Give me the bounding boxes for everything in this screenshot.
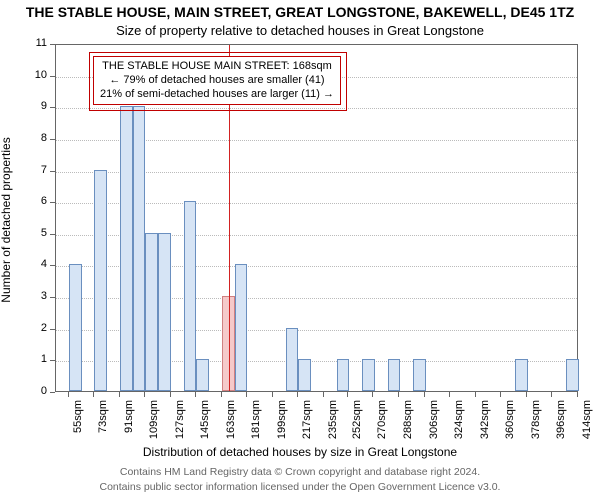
x-tick xyxy=(551,392,552,397)
y-tick xyxy=(50,44,55,45)
x-tick xyxy=(93,392,94,397)
y-tick-label: 7 xyxy=(27,164,47,176)
x-tick-label: 127sqm xyxy=(174,400,186,444)
footer-line-1: Contains HM Land Registry data © Crown c… xyxy=(0,466,600,478)
x-tick-label: 145sqm xyxy=(199,400,211,444)
histogram-bar xyxy=(298,359,311,391)
x-tick xyxy=(449,392,450,397)
histogram-bar xyxy=(235,264,248,391)
x-tick xyxy=(272,392,273,397)
x-tick xyxy=(297,392,298,397)
y-tick-label: 9 xyxy=(27,100,47,112)
x-tick-label: 73sqm xyxy=(97,400,109,444)
y-tick xyxy=(50,360,55,361)
sub-title: Size of property relative to detached ho… xyxy=(0,23,600,38)
x-tick-label: 360sqm xyxy=(504,400,516,444)
x-tick-label: 288sqm xyxy=(402,400,414,444)
histogram-bar xyxy=(145,233,158,391)
histogram-bar xyxy=(133,106,146,391)
x-tick xyxy=(195,392,196,397)
histogram-bar xyxy=(286,328,299,391)
x-tick xyxy=(221,392,222,397)
x-tick-label: 217sqm xyxy=(301,400,313,444)
histogram-bar xyxy=(362,359,375,391)
x-tick xyxy=(246,392,247,397)
y-tick-label: 10 xyxy=(27,69,47,81)
x-tick xyxy=(398,392,399,397)
y-axis-label: Number of detached properties xyxy=(0,137,13,302)
x-tick-label: 414sqm xyxy=(581,400,593,444)
y-tick-label: 4 xyxy=(27,258,47,270)
x-tick xyxy=(500,392,501,397)
x-tick xyxy=(424,392,425,397)
histogram-bar xyxy=(196,359,209,391)
histogram-bar xyxy=(515,359,528,391)
main-title: THE STABLE HOUSE, MAIN STREET, GREAT LON… xyxy=(0,4,600,20)
x-tick-label: 342sqm xyxy=(479,400,491,444)
histogram-bar xyxy=(413,359,426,391)
footer-line-2: Contains public sector information licen… xyxy=(0,481,600,493)
y-tick-label: 0 xyxy=(27,385,47,397)
x-tick-label: 163sqm xyxy=(225,400,237,444)
y-tick-label: 8 xyxy=(27,132,47,144)
y-tick xyxy=(50,139,55,140)
x-tick-label: 378sqm xyxy=(530,400,542,444)
histogram-bar xyxy=(184,201,197,391)
x-tick xyxy=(170,392,171,397)
y-tick-label: 11 xyxy=(27,37,47,49)
x-tick xyxy=(323,392,324,397)
x-tick xyxy=(347,392,348,397)
x-tick xyxy=(577,392,578,397)
y-tick xyxy=(50,234,55,235)
histogram-bar xyxy=(120,106,133,391)
x-tick-label: 396sqm xyxy=(555,400,567,444)
y-tick xyxy=(50,202,55,203)
y-tick xyxy=(50,297,55,298)
y-tick-label: 6 xyxy=(27,195,47,207)
x-tick-label: 324sqm xyxy=(453,400,465,444)
y-tick xyxy=(50,392,55,393)
histogram-bar xyxy=(566,359,579,391)
y-tick-label: 1 xyxy=(27,353,47,365)
x-tick xyxy=(475,392,476,397)
x-tick-label: 181sqm xyxy=(250,400,262,444)
y-tick-label: 2 xyxy=(27,322,47,334)
x-tick-label: 235sqm xyxy=(327,400,339,444)
x-tick-label: 306sqm xyxy=(428,400,440,444)
y-tick xyxy=(50,76,55,77)
x-tick xyxy=(68,392,69,397)
histogram-bar xyxy=(388,359,401,391)
histogram-bar xyxy=(69,264,82,391)
y-tick xyxy=(50,329,55,330)
x-tick-label: 199sqm xyxy=(276,400,288,444)
y-tick-label: 5 xyxy=(27,227,47,239)
y-tick xyxy=(50,265,55,266)
x-tick xyxy=(144,392,145,397)
y-tick xyxy=(50,171,55,172)
x-axis-label: Distribution of detached houses by size … xyxy=(0,445,600,459)
x-tick-label: 109sqm xyxy=(148,400,160,444)
y-tick xyxy=(50,107,55,108)
x-tick-label: 270sqm xyxy=(376,400,388,444)
x-tick xyxy=(372,392,373,397)
x-tick-label: 91sqm xyxy=(123,400,135,444)
y-tick-label: 3 xyxy=(27,290,47,302)
x-tick xyxy=(119,392,120,397)
histogram-bar xyxy=(337,359,350,391)
x-tick-label: 252sqm xyxy=(351,400,363,444)
histogram-bar xyxy=(94,170,107,391)
x-tick xyxy=(526,392,527,397)
legend-outer-box xyxy=(89,52,347,111)
x-tick-label: 55sqm xyxy=(72,400,84,444)
histogram-bar xyxy=(158,233,171,391)
